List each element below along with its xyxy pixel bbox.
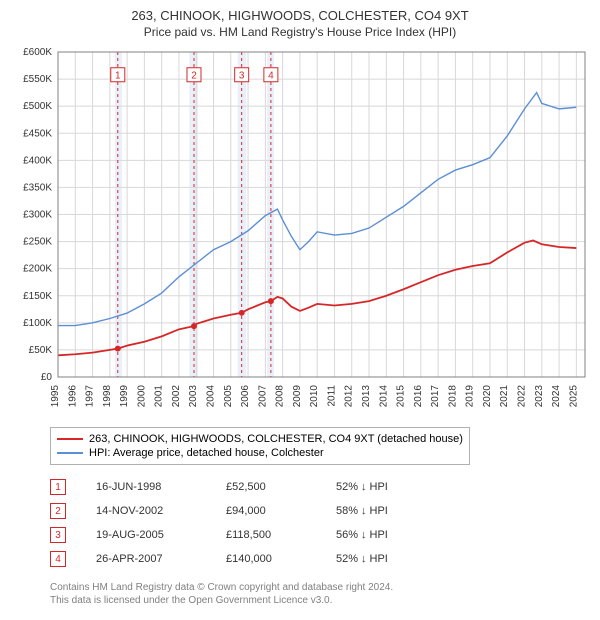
legend-item: 263, CHINOOK, HIGHWOODS, COLCHESTER, CO4… <box>57 432 463 446</box>
svg-text:2015: 2015 <box>396 385 407 408</box>
transaction-marker: 3 <box>50 527 66 543</box>
svg-text:2011: 2011 <box>326 385 337 407</box>
svg-text:£100K: £100K <box>23 318 52 329</box>
chart-container: 263, CHINOOK, HIGHWOODS, COLCHESTER, CO4… <box>0 0 600 615</box>
svg-text:2006: 2006 <box>240 385 251 408</box>
svg-text:2025: 2025 <box>568 385 579 408</box>
svg-text:2024: 2024 <box>551 385 562 408</box>
title-main: 263, CHINOOK, HIGHWOODS, COLCHESTER, CO4… <box>10 8 590 23</box>
svg-text:2012: 2012 <box>344 385 355 408</box>
down-arrow-icon: ↓ <box>361 505 367 517</box>
transaction-marker: 1 <box>50 479 66 495</box>
legend-swatch <box>57 452 83 454</box>
legend: 263, CHINOOK, HIGHWOODS, COLCHESTER, CO4… <box>50 427 470 465</box>
svg-text:£500K: £500K <box>23 101 52 112</box>
transaction-date: 19-AUG-2005 <box>96 529 196 541</box>
transaction-price: £94,000 <box>226 505 306 517</box>
title-sub: Price paid vs. HM Land Registry's House … <box>10 25 590 39</box>
transaction-diff: 52% ↓ HPI <box>336 553 416 565</box>
legend-swatch <box>57 438 83 440</box>
transaction-diff: 56% ↓ HPI <box>336 529 416 541</box>
down-arrow-icon: ↓ <box>361 481 367 493</box>
svg-text:£150K: £150K <box>23 291 52 302</box>
down-arrow-icon: ↓ <box>361 553 367 565</box>
svg-text:1999: 1999 <box>119 385 130 408</box>
svg-text:£350K: £350K <box>23 182 52 193</box>
footer-line-2: This data is licensed under the Open Gov… <box>50 594 590 607</box>
chart-svg: £0 £50K £100K £150K £200K £250K £300K £350K £400… <box>10 47 590 417</box>
svg-text:2022: 2022 <box>517 385 528 408</box>
transaction-marker: 4 <box>50 551 66 567</box>
transaction-price: £118,500 <box>226 529 306 541</box>
svg-text:1995: 1995 <box>50 385 61 408</box>
svg-text:2002: 2002 <box>171 385 182 408</box>
svg-text:2020: 2020 <box>482 385 493 408</box>
svg-text:2005: 2005 <box>223 385 234 408</box>
transaction-price: £140,000 <box>226 553 306 565</box>
chart: £0 £50K £100K £150K £200K £250K £300K £350K £400… <box>10 47 590 417</box>
legend-label: 263, CHINOOK, HIGHWOODS, COLCHESTER, CO4… <box>89 433 463 445</box>
transaction-date: 16-JUN-1998 <box>96 481 196 493</box>
svg-text:2007: 2007 <box>257 385 268 408</box>
svg-text:2021: 2021 <box>499 385 510 408</box>
transactions-table: 1 16-JUN-1998 £52,500 52% ↓ HPI 2 14-NOV-2002… <box>50 475 590 571</box>
title-block: 263, CHINOOK, HIGHWOODS, COLCHESTER, CO4… <box>10 8 590 39</box>
svg-text:2017: 2017 <box>430 385 441 408</box>
svg-text:£250K: £250K <box>23 237 52 248</box>
svg-text:1: 1 <box>115 70 121 81</box>
legend-item: HPI: Average price, detached house, Colc… <box>57 446 463 460</box>
svg-text:2: 2 <box>191 70 197 81</box>
svg-text:2018: 2018 <box>447 385 458 408</box>
footer: Contains HM Land Registry data © Crown c… <box>50 581 590 607</box>
svg-text:2023: 2023 <box>534 385 545 408</box>
transaction-row: 3 19-AUG-2005 £118,500 56% ↓ HPI <box>50 523 590 547</box>
transaction-row: 4 26-APR-2007 £140,000 52% ↓ HPI <box>50 547 590 571</box>
transaction-row: 1 16-JUN-1998 £52,500 52% ↓ HPI <box>50 475 590 499</box>
down-arrow-icon: ↓ <box>361 529 367 541</box>
svg-text:2001: 2001 <box>154 385 165 408</box>
svg-text:1996: 1996 <box>67 385 78 408</box>
svg-text:2016: 2016 <box>413 385 424 408</box>
svg-text:£200K: £200K <box>23 264 52 275</box>
transaction-diff: 58% ↓ HPI <box>336 505 416 517</box>
transaction-diff: 52% ↓ HPI <box>336 481 416 493</box>
footer-line-1: Contains HM Land Registry data © Crown c… <box>50 581 590 594</box>
svg-text:£600K: £600K <box>23 47 52 58</box>
transaction-row: 2 14-NOV-2002 £94,000 58% ↓ HPI <box>50 499 590 523</box>
svg-text:£450K: £450K <box>23 128 52 139</box>
svg-text:£0: £0 <box>41 372 53 383</box>
svg-text:1998: 1998 <box>102 385 113 408</box>
svg-text:2019: 2019 <box>465 385 476 408</box>
svg-text:3: 3 <box>239 70 245 81</box>
transaction-date: 14-NOV-2002 <box>96 505 196 517</box>
svg-text:1997: 1997 <box>85 385 96 408</box>
svg-text:2003: 2003 <box>188 385 199 408</box>
svg-text:£550K: £550K <box>23 74 52 85</box>
transaction-marker: 2 <box>50 503 66 519</box>
svg-text:£300K: £300K <box>23 210 52 221</box>
svg-text:4: 4 <box>268 70 274 81</box>
svg-text:2010: 2010 <box>309 385 320 408</box>
svg-text:£400K: £400K <box>23 155 52 166</box>
svg-text:2013: 2013 <box>361 385 372 408</box>
transaction-price: £52,500 <box>226 481 306 493</box>
svg-text:£50K: £50K <box>29 345 53 356</box>
legend-label: HPI: Average price, detached house, Colc… <box>89 447 324 459</box>
svg-text:2004: 2004 <box>206 385 217 408</box>
svg-text:2000: 2000 <box>136 385 147 408</box>
svg-text:2008: 2008 <box>275 385 286 408</box>
svg-text:2014: 2014 <box>378 385 389 408</box>
svg-text:2009: 2009 <box>292 385 303 408</box>
transaction-date: 26-APR-2007 <box>96 553 196 565</box>
